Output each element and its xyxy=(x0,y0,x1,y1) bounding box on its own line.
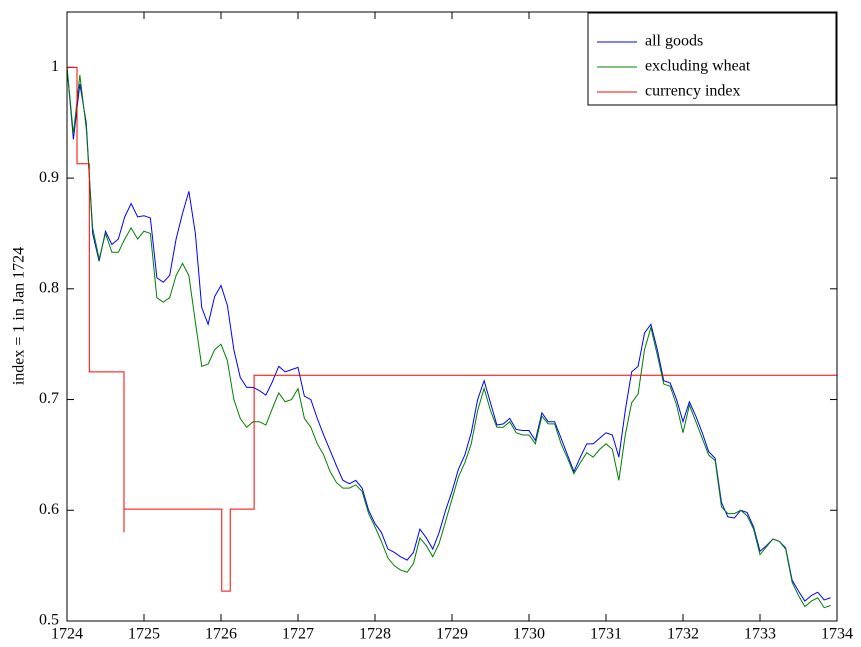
plot-area xyxy=(67,12,837,621)
legend-box xyxy=(587,12,837,106)
series-line xyxy=(66,67,831,602)
legend-label: currency index xyxy=(645,83,741,100)
x-tick-label: 1731 xyxy=(590,626,622,643)
x-tick-label: 1728 xyxy=(359,626,391,643)
y-tick-label: 0.6 xyxy=(39,501,59,518)
series-line xyxy=(67,66,837,592)
y-tick-label: 0.9 xyxy=(39,169,59,186)
series-line xyxy=(66,67,831,609)
x-tick-label: 1732 xyxy=(667,626,699,643)
x-tick-label: 1725 xyxy=(128,626,160,643)
x-tick-label: 1730 xyxy=(513,626,545,643)
y-tick-label: 0.7 xyxy=(39,390,59,407)
x-tick-label: 1733 xyxy=(744,626,776,643)
y-tick-label: 0.5 xyxy=(39,612,59,629)
y-tick-label: 1 xyxy=(51,58,59,75)
x-tick-label: 1726 xyxy=(205,626,237,643)
legend-label: excluding wheat xyxy=(645,58,751,75)
x-tick-label: 1734 xyxy=(821,626,853,643)
legend-label: all goods xyxy=(645,33,703,50)
x-tick-label: 1724 xyxy=(51,626,83,643)
y-axis-label: index = 1 in Jan 1724 xyxy=(11,247,28,385)
y-tick-label: 0.8 xyxy=(39,279,59,296)
axes-box xyxy=(66,11,838,622)
x-tick-label: 1729 xyxy=(436,626,468,643)
x-tick-label: 1727 xyxy=(282,626,314,643)
